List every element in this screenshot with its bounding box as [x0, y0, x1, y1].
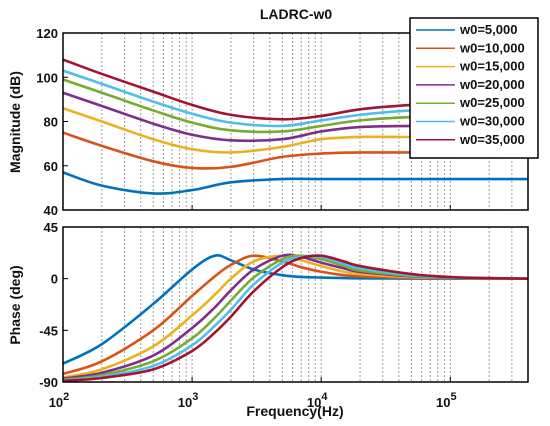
frequency-x-ticks: 102 103 104 105 — [49, 205, 457, 410]
legend-entry: w0=10,000 — [459, 40, 525, 55]
magnitude-y-tick-label: 80 — [44, 115, 58, 130]
magnitude-y-tick-label: 120 — [36, 26, 58, 41]
magnitude-y-tick-label: 60 — [44, 159, 58, 174]
phase-y-tick-label: -45 — [39, 323, 58, 338]
frequency-x-axis-label: Frequency(Hz) — [246, 403, 343, 419]
phase-y-axis-label: Phase (deg) — [7, 265, 23, 344]
chart-title: LADRC-w0 — [260, 6, 333, 22]
x-tick-label: 102 — [49, 391, 70, 410]
phase-panel: -90 -45 0 45 Phase (deg) — [7, 220, 529, 390]
phase-y-tick-label: 45 — [44, 220, 58, 235]
phase-series-lines — [62, 253, 529, 383]
x-tick-label: 105 — [436, 391, 457, 410]
magnitude-y-tick-label: 100 — [36, 70, 58, 85]
phase-plot-area — [63, 227, 528, 382]
x-tick-label: 103 — [178, 391, 199, 410]
legend-entry: w0=5,000 — [459, 22, 517, 37]
magnitude-y-ticks: 40 60 80 100 120 — [36, 26, 68, 218]
legend-entry: w0=20,000 — [459, 77, 525, 92]
legend-entry: w0=30,000 — [459, 114, 525, 129]
magnitude-panel: LADRC-w0 40 60 80 100 120 Magnitude (dB) w0=… — [7, 6, 539, 218]
legend-entry: w0=35,000 — [459, 132, 525, 147]
magnitude-y-tick-label: 40 — [44, 203, 58, 218]
x-tick-label: 104 — [307, 391, 328, 410]
legend-entry: w0=15,000 — [459, 59, 525, 74]
legend-box — [409, 17, 539, 159]
magnitude-series-1 — [62, 171, 528, 195]
phase-y-tick-label: 0 — [51, 272, 58, 287]
phase-y-tick-label: -90 — [39, 375, 58, 390]
legend: w0=5,000 w0=10,000 w0=15,000 w0=20,000 w0=25… — [409, 17, 539, 159]
legend-entry: w0=25,000 — [459, 95, 525, 110]
magnitude-y-axis-label: Magnitude (dB) — [7, 71, 23, 173]
phase-series-7 — [62, 254, 529, 383]
phase-axes-box — [62, 226, 529, 383]
